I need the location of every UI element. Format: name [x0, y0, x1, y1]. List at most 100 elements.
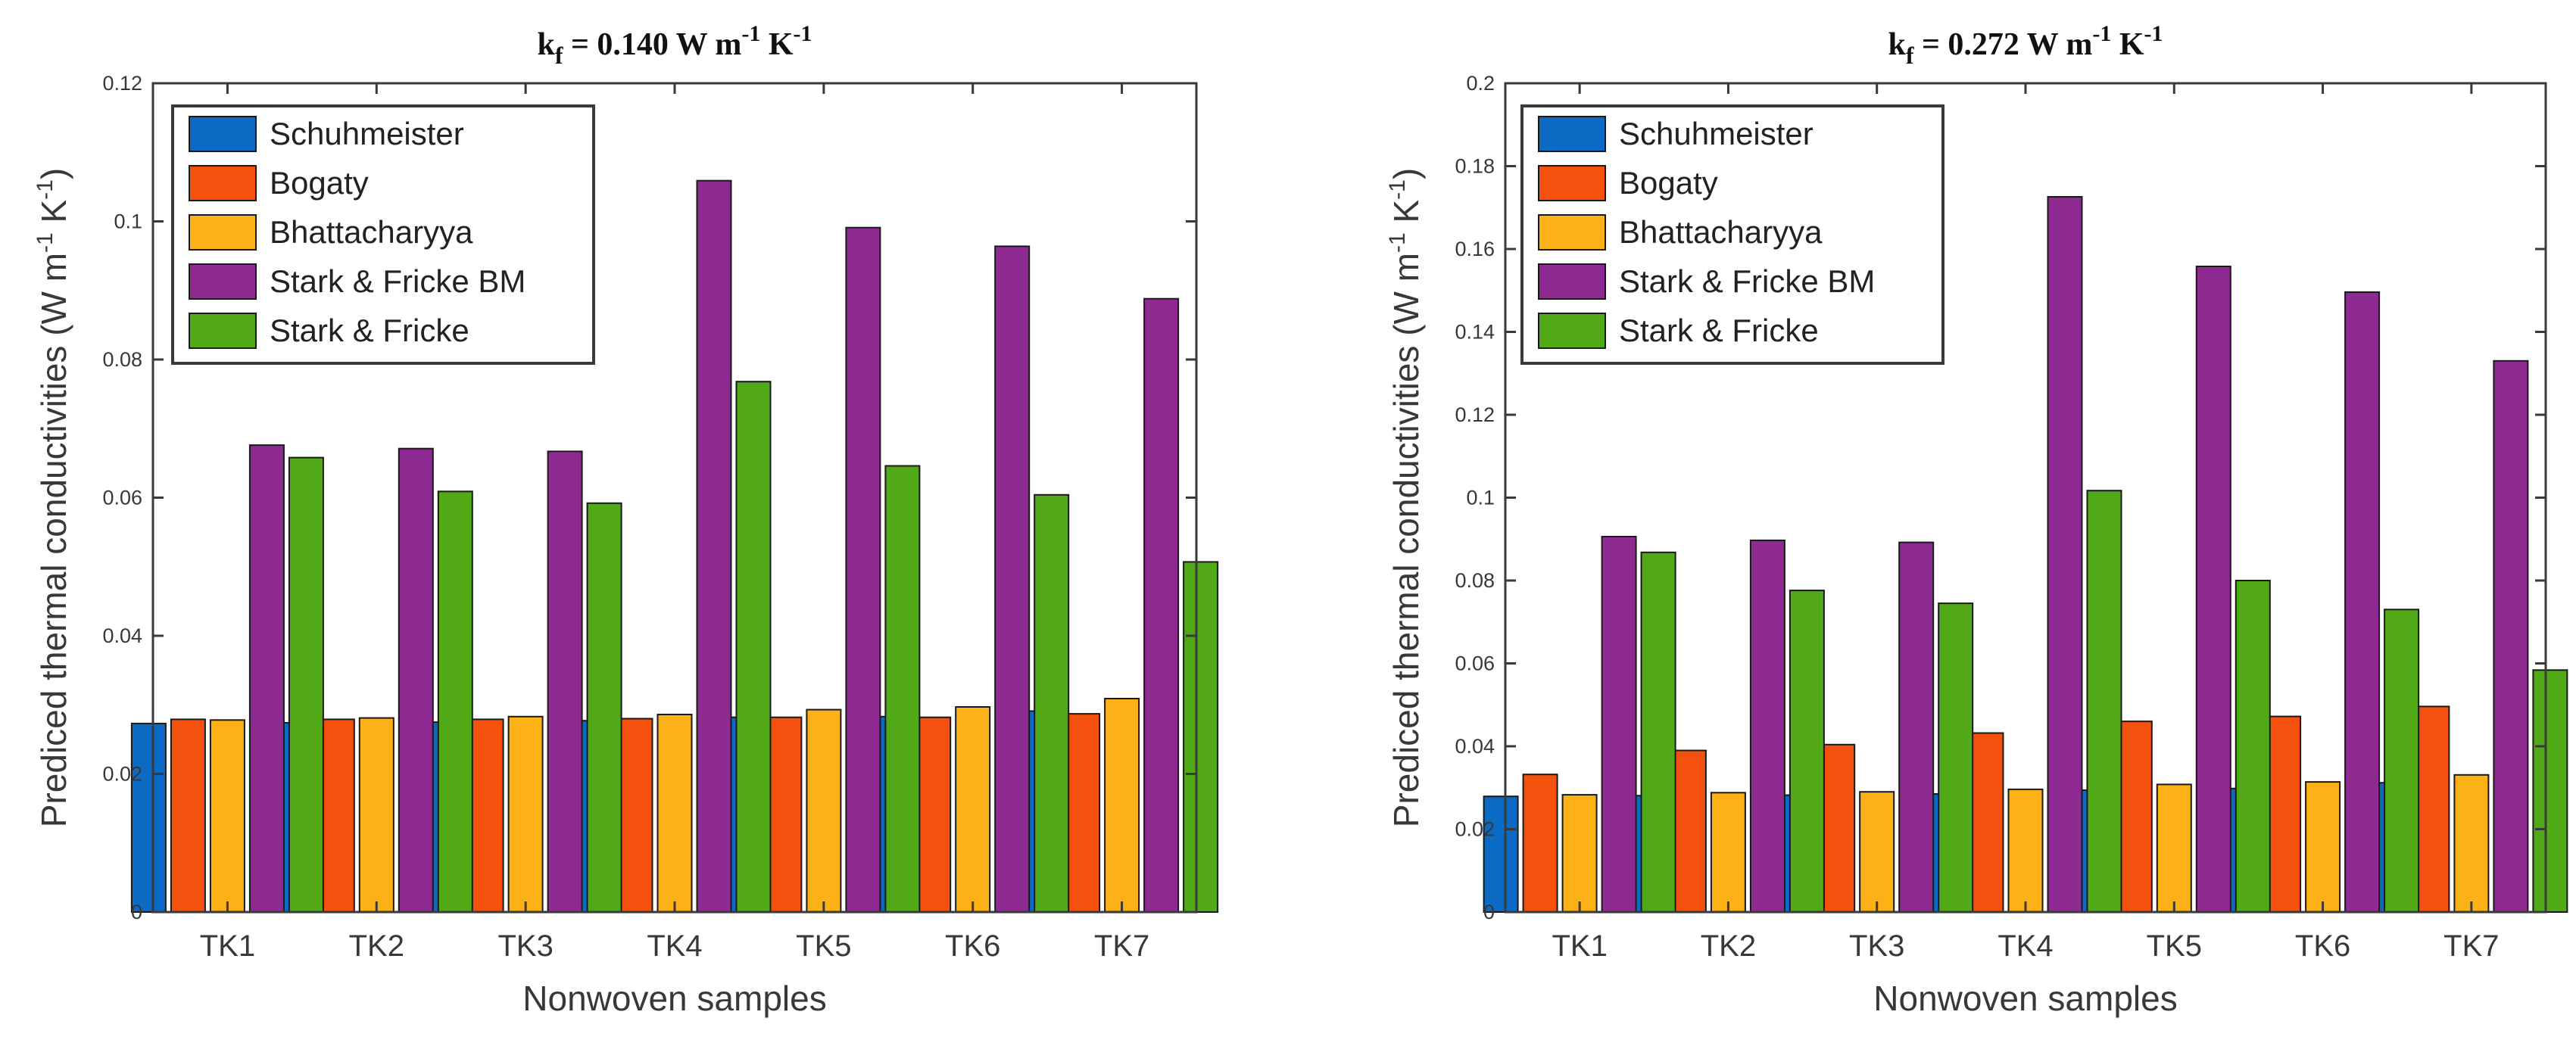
legend-label: Bogaty [1619, 165, 1718, 201]
x-tick-label: TK5 [2147, 929, 2202, 963]
y-tick-label: 0.2 [1466, 72, 1495, 95]
y-tick-label: 0.16 [1455, 238, 1495, 260]
bar-stark-fricke-bm-tk5 [845, 226, 881, 913]
legend-swatch-stark-fricke [1538, 313, 1606, 349]
bar-bhattacharyya-tk3 [1859, 791, 1895, 913]
x-tick-label: TK7 [1094, 929, 1149, 963]
bar-stark-fricke-tk6 [1034, 493, 1070, 913]
chart-title-subscript: f [555, 42, 563, 69]
bar-bhattacharyya-tk5 [806, 708, 842, 913]
y-tick-label: 0.18 [1455, 155, 1495, 178]
y-axis-label-text: Prediced thermal conductivities (W m [1386, 253, 1426, 827]
legend-label: Stark & Fricke BM [270, 263, 525, 299]
bar-bogaty-tk1 [1522, 774, 1558, 914]
legend: Schuhmeister Bogaty Bhattacharyya Stark & F… [171, 104, 595, 365]
bar-stark-fricke-tk1 [1640, 551, 1676, 913]
y-tick-label: 0.02 [1455, 818, 1495, 841]
x-tick-label: TK5 [796, 929, 851, 963]
bar-bogaty-tk6 [2266, 715, 2302, 913]
x-tick-label: TK7 [2443, 929, 2499, 963]
bar-stark-fricke-tk6 [2384, 609, 2420, 913]
bar-stark-fricke-bm-tk2 [398, 447, 434, 913]
bar-stark-fricke-tk4 [735, 381, 772, 913]
y-tick-label: 0.1 [114, 210, 142, 233]
legend-label: Bhattacharyya [1619, 214, 1823, 250]
y-tick-label: 0.12 [102, 72, 142, 95]
chart-title: kf = 0.272 W m-1 K-1 [1888, 21, 2163, 69]
bar-stark-fricke-tk1 [288, 456, 324, 913]
bar-bhattacharyya-tk4 [2007, 788, 2044, 914]
bar-bhattacharyya-tk1 [209, 719, 245, 913]
bar-bogaty-tk7 [1065, 713, 1101, 913]
bar-stark-fricke-bm-tk3 [1898, 541, 1935, 913]
bar-bhattacharyya-tk6 [2305, 781, 2341, 913]
bar-stark-fricke-bm-tk6 [994, 245, 1031, 913]
x-tick-label: TK4 [647, 929, 702, 963]
bar-bhattacharyya-tk7 [2453, 774, 2490, 913]
y-tick-label: 0.04 [1455, 735, 1495, 758]
bar-stark-fricke-tk7 [2532, 669, 2568, 913]
y-tick-label: 0 [1483, 901, 1495, 923]
bar-stark-fricke-tk5 [884, 465, 921, 913]
x-tick-label: TK2 [349, 929, 404, 963]
x-tick-label: TK6 [945, 929, 1000, 963]
legend-swatch-schuhmeister [1538, 116, 1606, 152]
bar-stark-fricke-tk3 [586, 502, 622, 913]
legend-label: Stark & Fricke [270, 313, 469, 348]
y-tick-label: 0.1 [1466, 487, 1495, 509]
bar-stark-fricke-bm-tk5 [2195, 266, 2231, 913]
bar-stark-fricke-tk3 [1938, 602, 1974, 913]
bar-stark-fricke-tk2 [1789, 590, 1825, 913]
y-tick-label: 0.06 [102, 487, 142, 509]
x-axis-label: Nonwoven samples [522, 979, 826, 1018]
x-tick-label: TK1 [200, 929, 255, 963]
legend-swatch-bogaty [189, 165, 257, 201]
bar-bogaty-tk1 [170, 718, 206, 914]
bar-bhattacharyya-tk6 [955, 706, 991, 913]
legend-swatch-stark-fricke-bm [1538, 263, 1606, 300]
bar-bhattacharyya-tk5 [2156, 783, 2192, 914]
y-tick-label: 0.08 [102, 348, 142, 371]
bar-stark-fricke-bm-tk4 [696, 179, 732, 913]
legend-label: Stark & Fricke BM [1619, 263, 1875, 299]
chart-panel-right: 0 0.02 0.04 0.06 0.08 0.1 0.12 0.14 0.16 0.18 0.2 T… [1385, 21, 2568, 1018]
x-tick-label: TK3 [1849, 929, 1904, 963]
chart-title-superscript: -1 [741, 21, 760, 46]
bar-bogaty-tk6 [915, 716, 952, 913]
bar-stark-fricke-tk2 [437, 490, 473, 913]
chart-title-text: = 0.140 W m [563, 27, 741, 62]
chart-panel-left: 0 0.02 0.04 0.06 0.08 0.1 0.12 TK1 TK2 TK3 TK4 TK5 T… [33, 21, 1219, 1018]
bar-stark-fricke-tk5 [2235, 580, 2271, 913]
y-axis-label-text: K [1386, 199, 1426, 232]
chart-title-text: = 0.272 W m [1913, 27, 2092, 62]
bar-bhattacharyya-tk7 [1104, 698, 1140, 913]
bar-stark-fricke-bm-tk4 [2047, 196, 2083, 913]
x-axis-label: Nonwoven samples [1873, 979, 2177, 1018]
bar-schuhmeister-tk1 [1483, 795, 1519, 913]
bar-stark-fricke-bm-tk3 [547, 450, 583, 913]
x-tick-label: TK6 [2295, 929, 2350, 963]
bar-bhattacharyya-tk4 [656, 714, 693, 913]
bar-stark-fricke-bm-tk7 [2493, 360, 2529, 913]
chart-title-symbol: k [537, 27, 555, 62]
bar-bogaty-tk2 [1670, 749, 1707, 913]
legend-label: Bhattacharyya [270, 214, 473, 250]
bar-stark-fricke-bm-tk1 [248, 444, 285, 913]
x-tick-label: TK4 [1997, 929, 2053, 963]
chart-title-symbol: k [1888, 27, 1906, 62]
legend-label: Stark & Fricke [1619, 313, 1819, 348]
bar-stark-fricke-bm-tk7 [1143, 297, 1180, 913]
y-axis-label: Prediced thermal conductivities (W m-1 K… [1385, 168, 1426, 827]
bar-bogaty-tk3 [1820, 743, 1856, 913]
y-tick-label: 0.04 [102, 624, 142, 647]
y-axis-label-text: Prediced thermal conductivities (W m [34, 253, 73, 827]
bar-stark-fricke-tk4 [2086, 490, 2122, 913]
bar-bhattacharyya-tk2 [358, 717, 395, 913]
bar-stark-fricke-bm-tk2 [1749, 539, 1785, 914]
y-axis-label-superscript: -1 [1385, 179, 1410, 200]
chart-title-subscript: f [1906, 42, 1914, 69]
y-tick-label: 0 [131, 901, 142, 923]
y-axis-label-superscript: -1 [1385, 232, 1410, 253]
legend-label: Schuhmeister [270, 116, 464, 151]
chart-title: kf = 0.140 W m-1 K-1 [537, 21, 812, 69]
